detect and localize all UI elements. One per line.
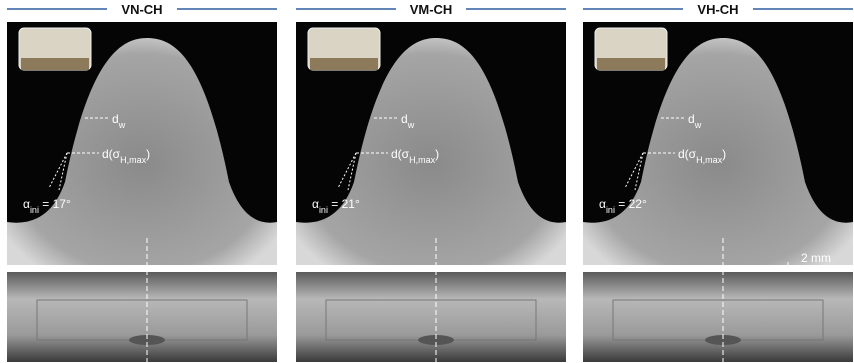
dsigma-label-part: )	[435, 147, 439, 161]
alpha-label-part: = 22°	[615, 197, 647, 211]
strip-image	[296, 272, 566, 362]
strip-image	[7, 272, 277, 362]
dsigma-label-part: H,max	[120, 155, 147, 165]
dsigma-label-part: H,max	[409, 155, 436, 165]
dw-label-part: w	[694, 120, 702, 130]
strip-image	[583, 272, 853, 362]
dsigma-label-part: )	[722, 147, 726, 161]
dsigma-label-part: d(σ	[391, 147, 410, 161]
panel-title: VH-CH	[697, 2, 738, 17]
dw-label-part: w	[407, 120, 415, 130]
dw-label-part: d	[112, 112, 119, 126]
dsigma-label-part: d(σ	[102, 147, 121, 161]
alpha-label-part: = 17°	[39, 197, 71, 211]
scale-bar-label: 2 mm	[801, 251, 831, 265]
dw-label-part: d	[688, 112, 695, 126]
figure: VN-CHdwd(σH,max)αini = 17°VM-CHdwd(σH,ma…	[0, 0, 854, 363]
alpha-label-part: α	[23, 197, 30, 211]
dsigma-label-part: d(σ	[678, 147, 697, 161]
alpha-label-part: = 21°	[328, 197, 360, 211]
dsigma-label-part: H,max	[696, 155, 723, 165]
panel-title: VM-CH	[410, 2, 453, 17]
specimen-base	[597, 58, 665, 70]
dw-label-part: d	[401, 112, 408, 126]
dsigma-label-part: )	[146, 147, 150, 161]
specimen-base	[310, 58, 378, 70]
alpha-label-part: α	[599, 197, 606, 211]
alpha-label-part: ini	[606, 205, 615, 215]
panel-title: VN-CH	[121, 2, 162, 17]
dw-label-part: w	[118, 120, 126, 130]
specimen-base	[21, 58, 89, 70]
alpha-label-part: ini	[30, 205, 39, 215]
alpha-label-part: α	[312, 197, 319, 211]
alpha-label-part: ini	[319, 205, 328, 215]
